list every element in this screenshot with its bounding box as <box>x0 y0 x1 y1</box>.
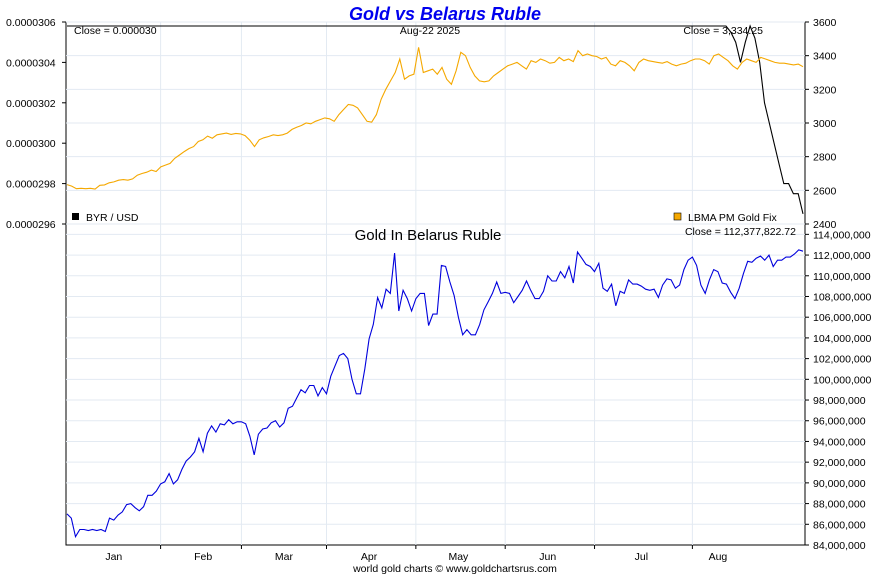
byr-usd-line <box>67 24 804 215</box>
ruble-gold-axis-tick-label: 106,000,000 <box>813 312 872 324</box>
month-tick-label: Jan <box>105 551 122 563</box>
bottom-panel-grid <box>66 224 805 545</box>
month-tick-label: Jul <box>635 551 648 563</box>
ruble-gold-axis-tick-label: 102,000,000 <box>813 354 872 366</box>
month-axis-ticks: Jan Feb Mar Apr May Jun Jul Aug <box>105 545 727 563</box>
gold-axis-tick-label: 3000 <box>813 118 837 130</box>
ruble-gold-axis-tick-label: 94,000,000 <box>813 436 866 448</box>
ruble-gold-axis-tick-label: 88,000,000 <box>813 499 866 511</box>
bottom-panel-title: Gold In Belarus Ruble <box>355 227 502 244</box>
byr-axis-ticks: 0.0000306 0.0000304 0.0000302 0.0000300 0.00… <box>6 17 66 231</box>
ruble-gold-axis-tick-label: 86,000,000 <box>813 519 866 531</box>
ruble-gold-axis-tick-label: 90,000,000 <box>813 478 866 490</box>
ruble-gold-axis-tick-label: 92,000,000 <box>813 457 866 469</box>
chart-title: Gold vs Belarus Ruble <box>349 4 541 24</box>
ruble-gold-axis-tick-label: 100,000,000 <box>813 374 872 386</box>
byr-legend-swatch <box>72 213 79 220</box>
gold-close-label: Close = 3,334.25 <box>683 25 763 37</box>
gold-axis-tick-label: 3400 <box>813 51 837 63</box>
gold-axis-tick-label: 3600 <box>813 17 837 29</box>
gold-usd-line <box>66 47 804 190</box>
ruble-gold-axis-ticks: 114,000,000 112,000,000 110,000,000 108,000… <box>805 229 872 552</box>
gold-in-ruble-line <box>66 249 804 539</box>
month-tick-label: Feb <box>194 551 212 563</box>
gold-axis-tick-label: 2400 <box>813 219 837 231</box>
byr-axis-tick-label: 0.0000296 <box>6 219 56 231</box>
ruble-gold-axis-tick-label: 112,000,000 <box>813 250 871 262</box>
ruble-gold-axis-tick-label: 98,000,000 <box>813 395 866 407</box>
ruble-gold-axis-tick-label: 84,000,000 <box>813 540 866 552</box>
byr-axis-tick-label: 0.0000298 <box>6 179 56 191</box>
gold-axis-ticks: 3600 3400 3200 3000 2800 2600 2400 <box>805 17 837 231</box>
gold-legend-label: LBMA PM Gold Fix <box>688 212 777 224</box>
gold-axis-tick-label: 2800 <box>813 152 837 164</box>
date-label: Aug-22 2025 <box>400 25 460 37</box>
gold-axis-tick-label: 2600 <box>813 185 837 197</box>
month-tick-label: Apr <box>361 551 378 563</box>
byr-close-label: Close = 0.000030 <box>74 25 157 37</box>
gold-legend-swatch <box>673 212 682 221</box>
ruble-gold-axis-tick-label: 104,000,000 <box>813 333 872 345</box>
byr-axis-tick-label: 0.0000304 <box>6 57 56 69</box>
top-panel-grid <box>66 21 805 225</box>
ruble-gold-axis-tick-label: 114,000,000 <box>813 229 871 241</box>
ruble-gold-axis-tick-label: 110,000,000 <box>813 271 871 283</box>
byr-axis-tick-label: 0.0000300 <box>6 138 56 150</box>
month-tick-label: Aug <box>709 551 728 563</box>
ruble-gold-axis-tick-label: 96,000,000 <box>813 416 866 428</box>
gold-axis-tick-label: 3200 <box>813 84 837 96</box>
footer-credit: world gold charts © www.goldchartsrus.co… <box>352 563 557 575</box>
month-tick-label: Jun <box>539 551 556 563</box>
ruble-gold-close-label: Close = 112,377,822.72 <box>685 226 796 238</box>
byr-axis-tick-label: 0.0000302 <box>6 98 56 110</box>
ruble-gold-axis-tick-label: 108,000,000 <box>813 291 872 303</box>
byr-axis-tick-label: 0.0000306 <box>6 17 56 29</box>
byr-legend-label: BYR / USD <box>86 212 139 224</box>
bottom-panel-frame <box>65 223 806 546</box>
month-tick-label: May <box>448 551 469 563</box>
month-tick-label: Mar <box>275 551 294 563</box>
